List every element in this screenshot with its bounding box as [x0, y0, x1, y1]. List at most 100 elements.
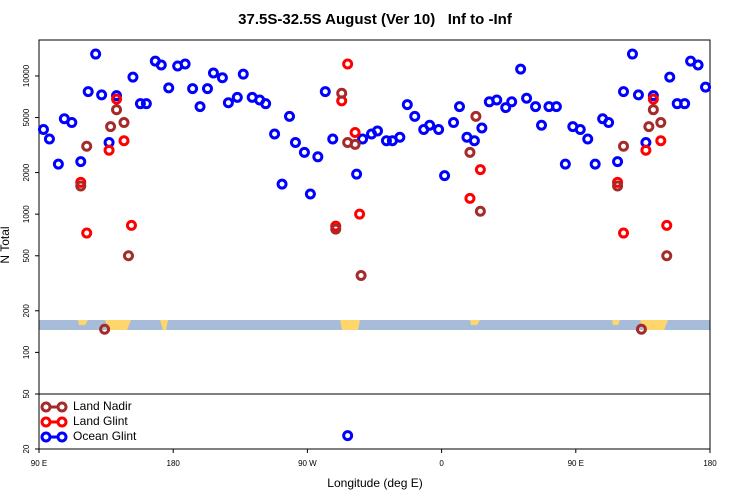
- legend-marker: [56, 416, 68, 428]
- x-tick-label: 90 W: [298, 459, 317, 468]
- point: [75, 156, 87, 168]
- legend-marker: [40, 431, 52, 443]
- point: [118, 117, 130, 129]
- point: [550, 101, 562, 113]
- point: [468, 135, 480, 147]
- point: [75, 180, 87, 192]
- legend-label: Land Glint: [73, 414, 128, 428]
- point: [559, 158, 571, 170]
- point: [122, 250, 134, 262]
- point: [37, 123, 49, 135]
- point: [349, 138, 361, 150]
- point: [491, 94, 503, 106]
- point: [655, 117, 667, 129]
- point: [464, 192, 476, 204]
- x-tick-label: 180: [167, 459, 181, 468]
- point: [134, 98, 146, 110]
- point: [536, 119, 548, 131]
- point: [632, 89, 644, 101]
- plot-frame: [38, 39, 711, 450]
- point: [99, 323, 111, 335]
- point: [111, 93, 123, 105]
- point: [618, 140, 630, 152]
- y-axis-label: N Total: [0, 226, 12, 263]
- point: [330, 223, 342, 235]
- point: [304, 188, 316, 200]
- x-tick-label: 180: [703, 459, 717, 468]
- point: [201, 83, 213, 95]
- point: [125, 219, 137, 231]
- point: [530, 101, 542, 113]
- ocean-band: [39, 320, 710, 330]
- y-tick-label: 10000: [22, 64, 31, 87]
- y-tick-label: 200: [22, 304, 31, 318]
- point: [319, 86, 331, 98]
- point: [237, 68, 249, 80]
- point: [640, 144, 652, 156]
- point: [111, 104, 123, 116]
- point: [448, 117, 460, 129]
- x-tick-label: 90 E: [31, 459, 47, 468]
- point: [269, 128, 281, 140]
- point: [260, 98, 272, 110]
- point: [52, 158, 64, 170]
- legend-marker: [40, 416, 52, 428]
- point: [647, 93, 659, 105]
- point: [298, 146, 310, 158]
- point: [574, 123, 586, 135]
- point: [474, 164, 486, 176]
- legend-marker: [56, 401, 68, 413]
- point: [626, 48, 638, 60]
- point: [424, 119, 436, 131]
- point: [603, 117, 615, 129]
- point: [464, 146, 476, 158]
- point: [380, 135, 392, 147]
- point: [82, 86, 94, 98]
- point: [349, 126, 361, 138]
- point: [103, 144, 115, 156]
- y-tick-label: 100: [22, 345, 31, 359]
- legend-label: Ocean Glint: [73, 429, 137, 443]
- point: [194, 101, 206, 113]
- y-tick-label: 5000: [22, 108, 31, 126]
- point: [127, 71, 139, 83]
- point: [618, 86, 630, 98]
- point: [155, 59, 167, 71]
- point: [515, 63, 527, 75]
- point: [179, 58, 191, 70]
- point: [635, 323, 647, 335]
- point: [476, 122, 488, 134]
- x-axis-label: Longitude (deg E): [327, 476, 422, 490]
- point: [118, 135, 130, 147]
- point: [43, 133, 55, 145]
- point: [90, 48, 102, 60]
- point: [474, 205, 486, 217]
- point: [612, 180, 624, 192]
- point: [187, 83, 199, 95]
- point: [327, 133, 339, 145]
- point: [66, 117, 78, 129]
- point: [342, 430, 354, 442]
- point: [647, 104, 659, 116]
- point: [700, 81, 712, 93]
- point: [618, 227, 630, 239]
- point: [692, 59, 704, 71]
- point: [81, 227, 93, 239]
- point: [664, 71, 676, 83]
- point: [439, 170, 451, 182]
- point: [289, 136, 301, 148]
- point: [655, 135, 667, 147]
- point: [222, 97, 234, 109]
- point: [409, 110, 421, 122]
- legend-marker: [40, 401, 52, 413]
- land-strip: [39, 320, 710, 330]
- point: [679, 98, 691, 110]
- point: [453, 101, 465, 113]
- point: [284, 110, 296, 122]
- point: [589, 158, 601, 170]
- legend-label: Land Nadir: [73, 399, 132, 413]
- y-tick-label: 20: [22, 444, 31, 453]
- point: [357, 133, 369, 145]
